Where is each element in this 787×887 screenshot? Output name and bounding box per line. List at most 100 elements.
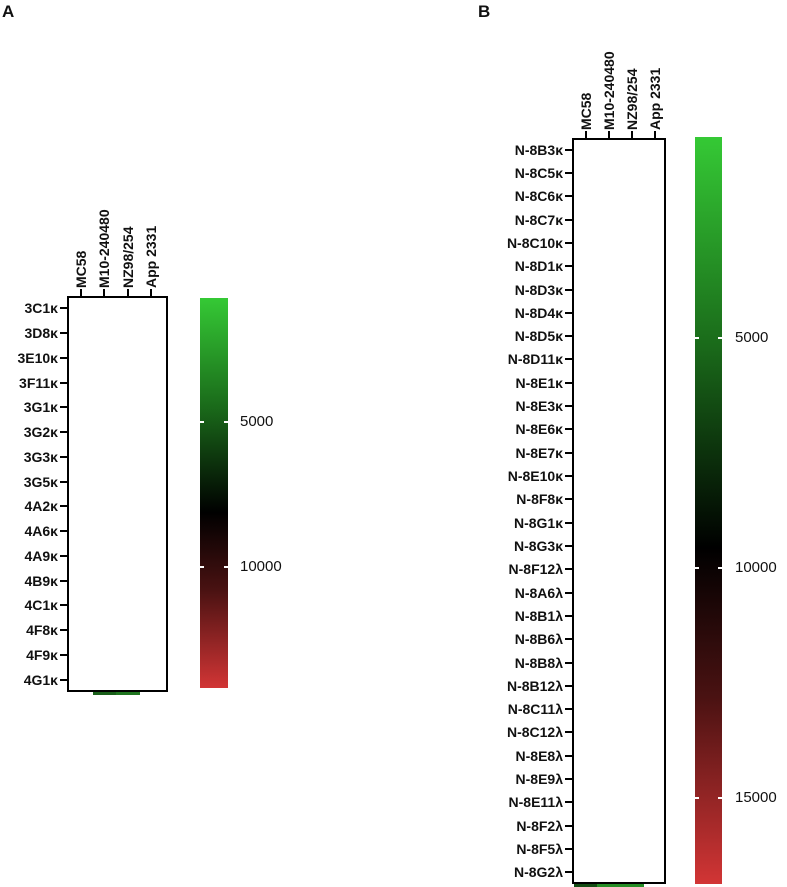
row-tick: [565, 475, 572, 478]
row-tick: [60, 678, 67, 681]
row-label: 3D8κ: [24, 325, 59, 342]
colorbar-tick-label: 5000: [735, 329, 769, 346]
column-label: App 2331: [647, 67, 664, 130]
row-label: N-8D5κ: [514, 328, 563, 345]
colorbar: [695, 137, 722, 884]
row-label: N-8E1κ: [515, 374, 564, 391]
col-tick: [79, 289, 82, 296]
row-tick: [565, 171, 572, 174]
row-label: N-8D4κ: [514, 304, 563, 321]
row-tick: [565, 614, 572, 617]
row-label: N-8B12λ: [506, 677, 563, 694]
row-tick: [565, 428, 572, 431]
column-label: App 2331: [143, 225, 160, 288]
row-label: 4A9κ: [24, 547, 59, 564]
row-tick: [565, 848, 572, 851]
column-label: M10-240480: [600, 51, 617, 130]
row-tick: [60, 455, 67, 458]
row-tick: [565, 544, 572, 547]
row-label: N-8F2λ: [516, 817, 563, 834]
row-tick: [60, 653, 67, 656]
row-label: N-8F8κ: [516, 491, 563, 508]
row-tick: [60, 554, 67, 557]
colorbar-tick: [200, 565, 204, 568]
panel-label: B: [478, 2, 491, 21]
row-tick: [60, 307, 67, 310]
column-label: MC58: [72, 250, 89, 288]
row-tick: [60, 406, 67, 409]
row-label: 3G1κ: [23, 399, 58, 416]
row-label: N-8E6κ: [515, 421, 564, 438]
row-tick: [565, 591, 572, 594]
row-label: N-8E10κ: [507, 468, 563, 485]
colorbar-tick: [718, 796, 722, 799]
row-label: N-8B8λ: [514, 654, 563, 671]
col-tick: [150, 289, 153, 296]
row-label: N-8G3κ: [513, 537, 563, 554]
row-label: 3E10κ: [17, 349, 58, 366]
col-tick: [126, 289, 129, 296]
colorbar-tick: [224, 421, 228, 424]
row-tick: [565, 684, 572, 687]
row-tick: [60, 332, 67, 335]
row-tick: [565, 381, 572, 384]
row-label: 4C1κ: [24, 597, 59, 614]
row-tick: [60, 629, 67, 632]
col-tick: [103, 289, 106, 296]
colorbar-tick-label: 10000: [735, 558, 777, 576]
column-label: MC58: [577, 92, 594, 130]
col-tick: [584, 131, 587, 138]
row-label: N-8E3κ: [515, 398, 564, 415]
row-tick: [60, 530, 67, 533]
row-label: N-8C10κ: [506, 234, 563, 251]
col-tick: [607, 131, 610, 138]
row-tick: [565, 195, 572, 198]
row-label: N-8D11κ: [507, 351, 563, 368]
row-label: 3G5κ: [23, 473, 58, 490]
row-label: N-8C5κ: [514, 164, 563, 181]
colorbar-tick: [718, 566, 722, 569]
column-label: M10-240480: [96, 209, 113, 288]
row-label: N-8C6κ: [514, 188, 563, 205]
row-label: N-8D1κ: [514, 258, 563, 275]
row-tick: [60, 480, 67, 483]
row-tick: [565, 778, 572, 781]
colorbar-tick-label: 15000: [735, 788, 777, 806]
row-tick: [565, 311, 572, 314]
row-tick: [565, 265, 572, 268]
row-label: 4F9κ: [26, 646, 58, 663]
colorbar-tick: [200, 421, 204, 424]
row-tick: [565, 824, 572, 827]
row-label: N-8C11λ: [507, 701, 563, 718]
colorbar: [200, 298, 228, 688]
colorbar-tick: [695, 337, 699, 339]
column-label: NZ98/254: [624, 68, 640, 130]
row-label: N-8G2λ: [513, 864, 563, 881]
col-tick: [654, 131, 657, 138]
row-label: N-8E8λ: [515, 747, 563, 764]
row-label: N-8F5λ: [516, 841, 563, 858]
row-tick: [565, 405, 572, 408]
row-tick: [565, 801, 572, 804]
row-label: 4A2κ: [24, 498, 59, 515]
row-tick: [565, 568, 572, 571]
row-tick: [565, 871, 572, 874]
row-label: N-8G1κ: [513, 514, 563, 531]
row-tick: [60, 579, 67, 582]
row-tick: [565, 661, 572, 664]
row-label: N-8E11λ: [508, 794, 563, 811]
row-tick: [565, 335, 572, 338]
row-tick: [60, 604, 67, 607]
column-label: NZ98/254: [119, 226, 136, 288]
row-label: N-8C12λ: [506, 724, 563, 741]
heatmap-grid: [572, 138, 666, 884]
row-tick: [565, 218, 572, 221]
row-tick: [565, 754, 572, 757]
row-tick: [565, 148, 572, 151]
row-label: 3C1κ: [24, 300, 59, 317]
row-tick: [565, 498, 572, 501]
colorbar-tick: [224, 565, 228, 568]
heatmap-grid: [67, 296, 168, 692]
row-label: N-8C7κ: [514, 211, 563, 228]
row-label: N-8E7κ: [515, 444, 564, 461]
